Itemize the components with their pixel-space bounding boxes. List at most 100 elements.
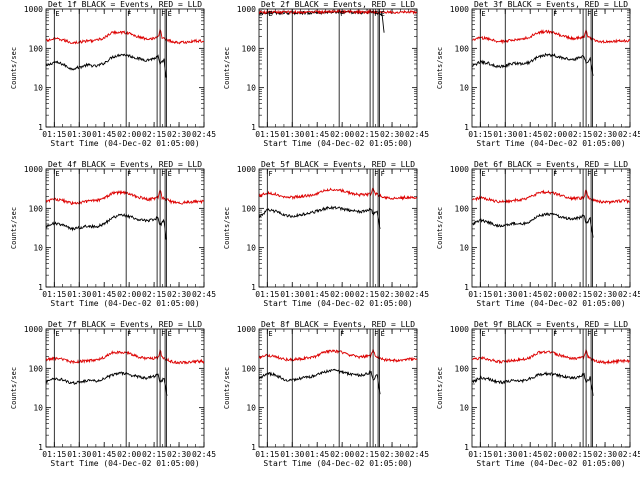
time-marker-label: F [374,10,378,18]
x-tick-label: 02:15 [355,450,379,459]
series-line-lld [46,189,204,206]
x-tick-label: 01:45 [92,290,116,299]
chart-title: Det 4f BLACK = Events, RED = LLD [48,160,202,169]
series-line-events [46,213,167,240]
y-tick-label: 1 [38,123,43,132]
x-tick-label: 01:45 [92,450,116,459]
x-axis-label: Start Time (04-Dec-02 01:05:00) [476,459,625,468]
x-tick-label: 02:15 [142,450,166,459]
y-axis-label: Counts/sec [223,47,231,89]
time-marker-label: E [481,330,485,338]
y-axis-label: Counts/sec [10,47,18,89]
x-tick-label: 02:15 [142,130,166,139]
y-tick-label: 100 [455,44,470,53]
time-marker-label: E [168,10,172,18]
y-tick-label: 1000 [24,325,43,334]
x-tick-label: 01:15 [468,130,492,139]
y-tick-label: 100 [242,204,257,213]
y-tick-label: 1 [464,283,469,292]
plot-frame [45,8,205,128]
chart-panel-6: Det 6f BLACK = Events, RED = LLD 1 10 100 10… [436,160,640,308]
time-marker-label: F [161,10,165,18]
chart-title: Det 3f BLACK = Events, RED = LLD [474,0,628,9]
y-axis-label: Counts/sec [436,207,444,249]
x-tick-label: 01:30 [67,130,91,139]
series-line-lld [472,348,630,365]
time-marker-label: E [55,330,59,338]
x-tick-label: 02:30 [380,130,404,139]
time-marker-label: F [340,330,344,338]
y-tick-label: 1000 [237,5,256,14]
x-tick-label: 02:45 [405,450,429,459]
x-axis-label: Start Time (04-Dec-02 01:05:00) [50,139,199,148]
x-tick-label: 02:30 [593,450,617,459]
plot-frame [471,168,631,288]
x-tick-label: 02:00 [543,450,567,459]
time-marker-label: E [268,330,272,338]
x-tick-label: 02:45 [618,130,640,139]
y-axis-label: Counts/sec [10,207,18,249]
x-tick-label: 01:30 [67,290,91,299]
y-tick-label: 1 [464,123,469,132]
y-axis-label: Counts/sec [223,207,231,249]
chart-panel-3: Det 3f BLACK = Events, RED = LLD 1 10 100 10… [436,0,640,148]
y-tick-label: 100 [29,44,44,53]
series-line-lld [259,9,417,16]
x-tick-label: 02:30 [167,290,191,299]
time-marker-label: F [374,170,378,178]
x-tick-label: 01:30 [280,130,304,139]
x-tick-label: 02:45 [192,290,216,299]
x-tick-label: 02:45 [192,450,216,459]
x-tick-label: 02:30 [167,450,191,459]
chart-title: Det 2f BLACK = Events, RED = LLD [261,0,415,9]
y-tick-label: 1000 [24,165,43,174]
x-tick-label: 02:00 [330,290,354,299]
y-tick-label: 100 [242,44,257,53]
x-tick-label: 02:45 [405,130,429,139]
time-marker-label: E [55,10,59,18]
x-tick-label: 01:45 [305,450,329,459]
x-axis-label: Start Time (04-Dec-02 01:05:00) [263,299,412,308]
time-marker-label: F [268,170,272,178]
y-tick-label: 100 [455,204,470,213]
series-line-lld [472,188,630,205]
x-tick-label: 02:15 [142,290,166,299]
time-marker-label: E [55,170,59,178]
time-marker-label: E [594,170,598,178]
x-tick-label: 02:15 [568,130,592,139]
series-line-events [46,371,168,396]
y-tick-label: 10 [246,84,256,93]
time-marker-label: F [587,10,591,18]
time-marker-label: E [168,170,172,178]
x-tick-label: 02:00 [117,130,141,139]
time-marker-label: E [268,10,272,18]
x-tick-label: 01:30 [493,290,517,299]
x-tick-label: 01:45 [518,130,542,139]
x-tick-label: 01:45 [305,290,329,299]
x-tick-label: 02:00 [543,290,567,299]
time-marker-label: F [127,330,131,338]
y-tick-label: 1000 [450,5,469,14]
x-tick-label: 02:45 [618,290,640,299]
chart-title: Det 5f BLACK = Events, RED = LLD [261,160,415,169]
x-tick-label: 02:00 [330,450,354,459]
x-tick-label: 02:30 [593,130,617,139]
x-tick-label: 02:45 [618,450,640,459]
y-tick-label: 10 [459,404,469,413]
time-marker-label: E [481,10,485,18]
y-tick-label: 100 [242,364,257,373]
y-tick-label: 1 [38,443,43,452]
x-tick-label: 02:00 [117,450,141,459]
x-tick-label: 01:45 [305,130,329,139]
x-tick-label: 02:15 [568,290,592,299]
chart-panel-1: Det 1f BLACK = Events, RED = LLD 1 10 100 10… [10,0,216,148]
x-tick-label: 02:00 [117,290,141,299]
y-tick-label: 1 [251,283,256,292]
x-tick-label: 01:15 [42,450,66,459]
chart-panel-5: Det 5f BLACK = Events, RED = LLD 1 10 100 10… [223,160,429,308]
time-marker-label: E [381,10,385,18]
time-marker-label: F [127,10,131,18]
x-axis-label: Start Time (04-Dec-02 01:05:00) [476,299,625,308]
time-marker-label: F [587,170,591,178]
time-marker-label: E [481,170,485,178]
